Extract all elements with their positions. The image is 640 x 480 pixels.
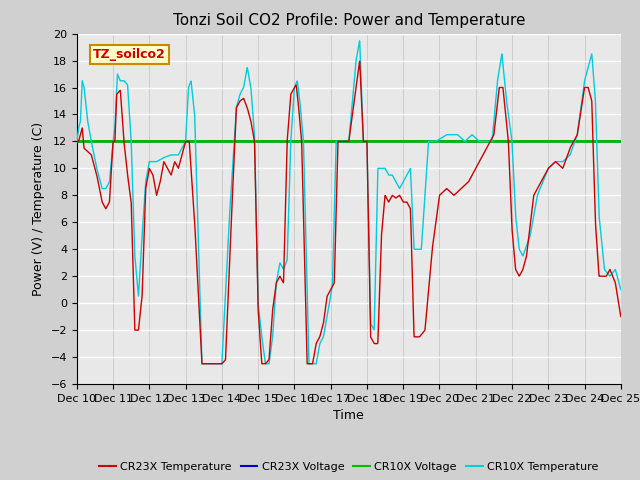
X-axis label: Time: Time	[333, 409, 364, 422]
Title: Tonzi Soil CO2 Profile: Power and Temperature: Tonzi Soil CO2 Profile: Power and Temper…	[173, 13, 525, 28]
Text: TZ_soilco2: TZ_soilco2	[93, 48, 166, 61]
Y-axis label: Power (V) / Temperature (C): Power (V) / Temperature (C)	[32, 122, 45, 296]
Legend: CR23X Temperature, CR23X Voltage, CR10X Voltage, CR10X Temperature: CR23X Temperature, CR23X Voltage, CR10X …	[95, 457, 603, 477]
